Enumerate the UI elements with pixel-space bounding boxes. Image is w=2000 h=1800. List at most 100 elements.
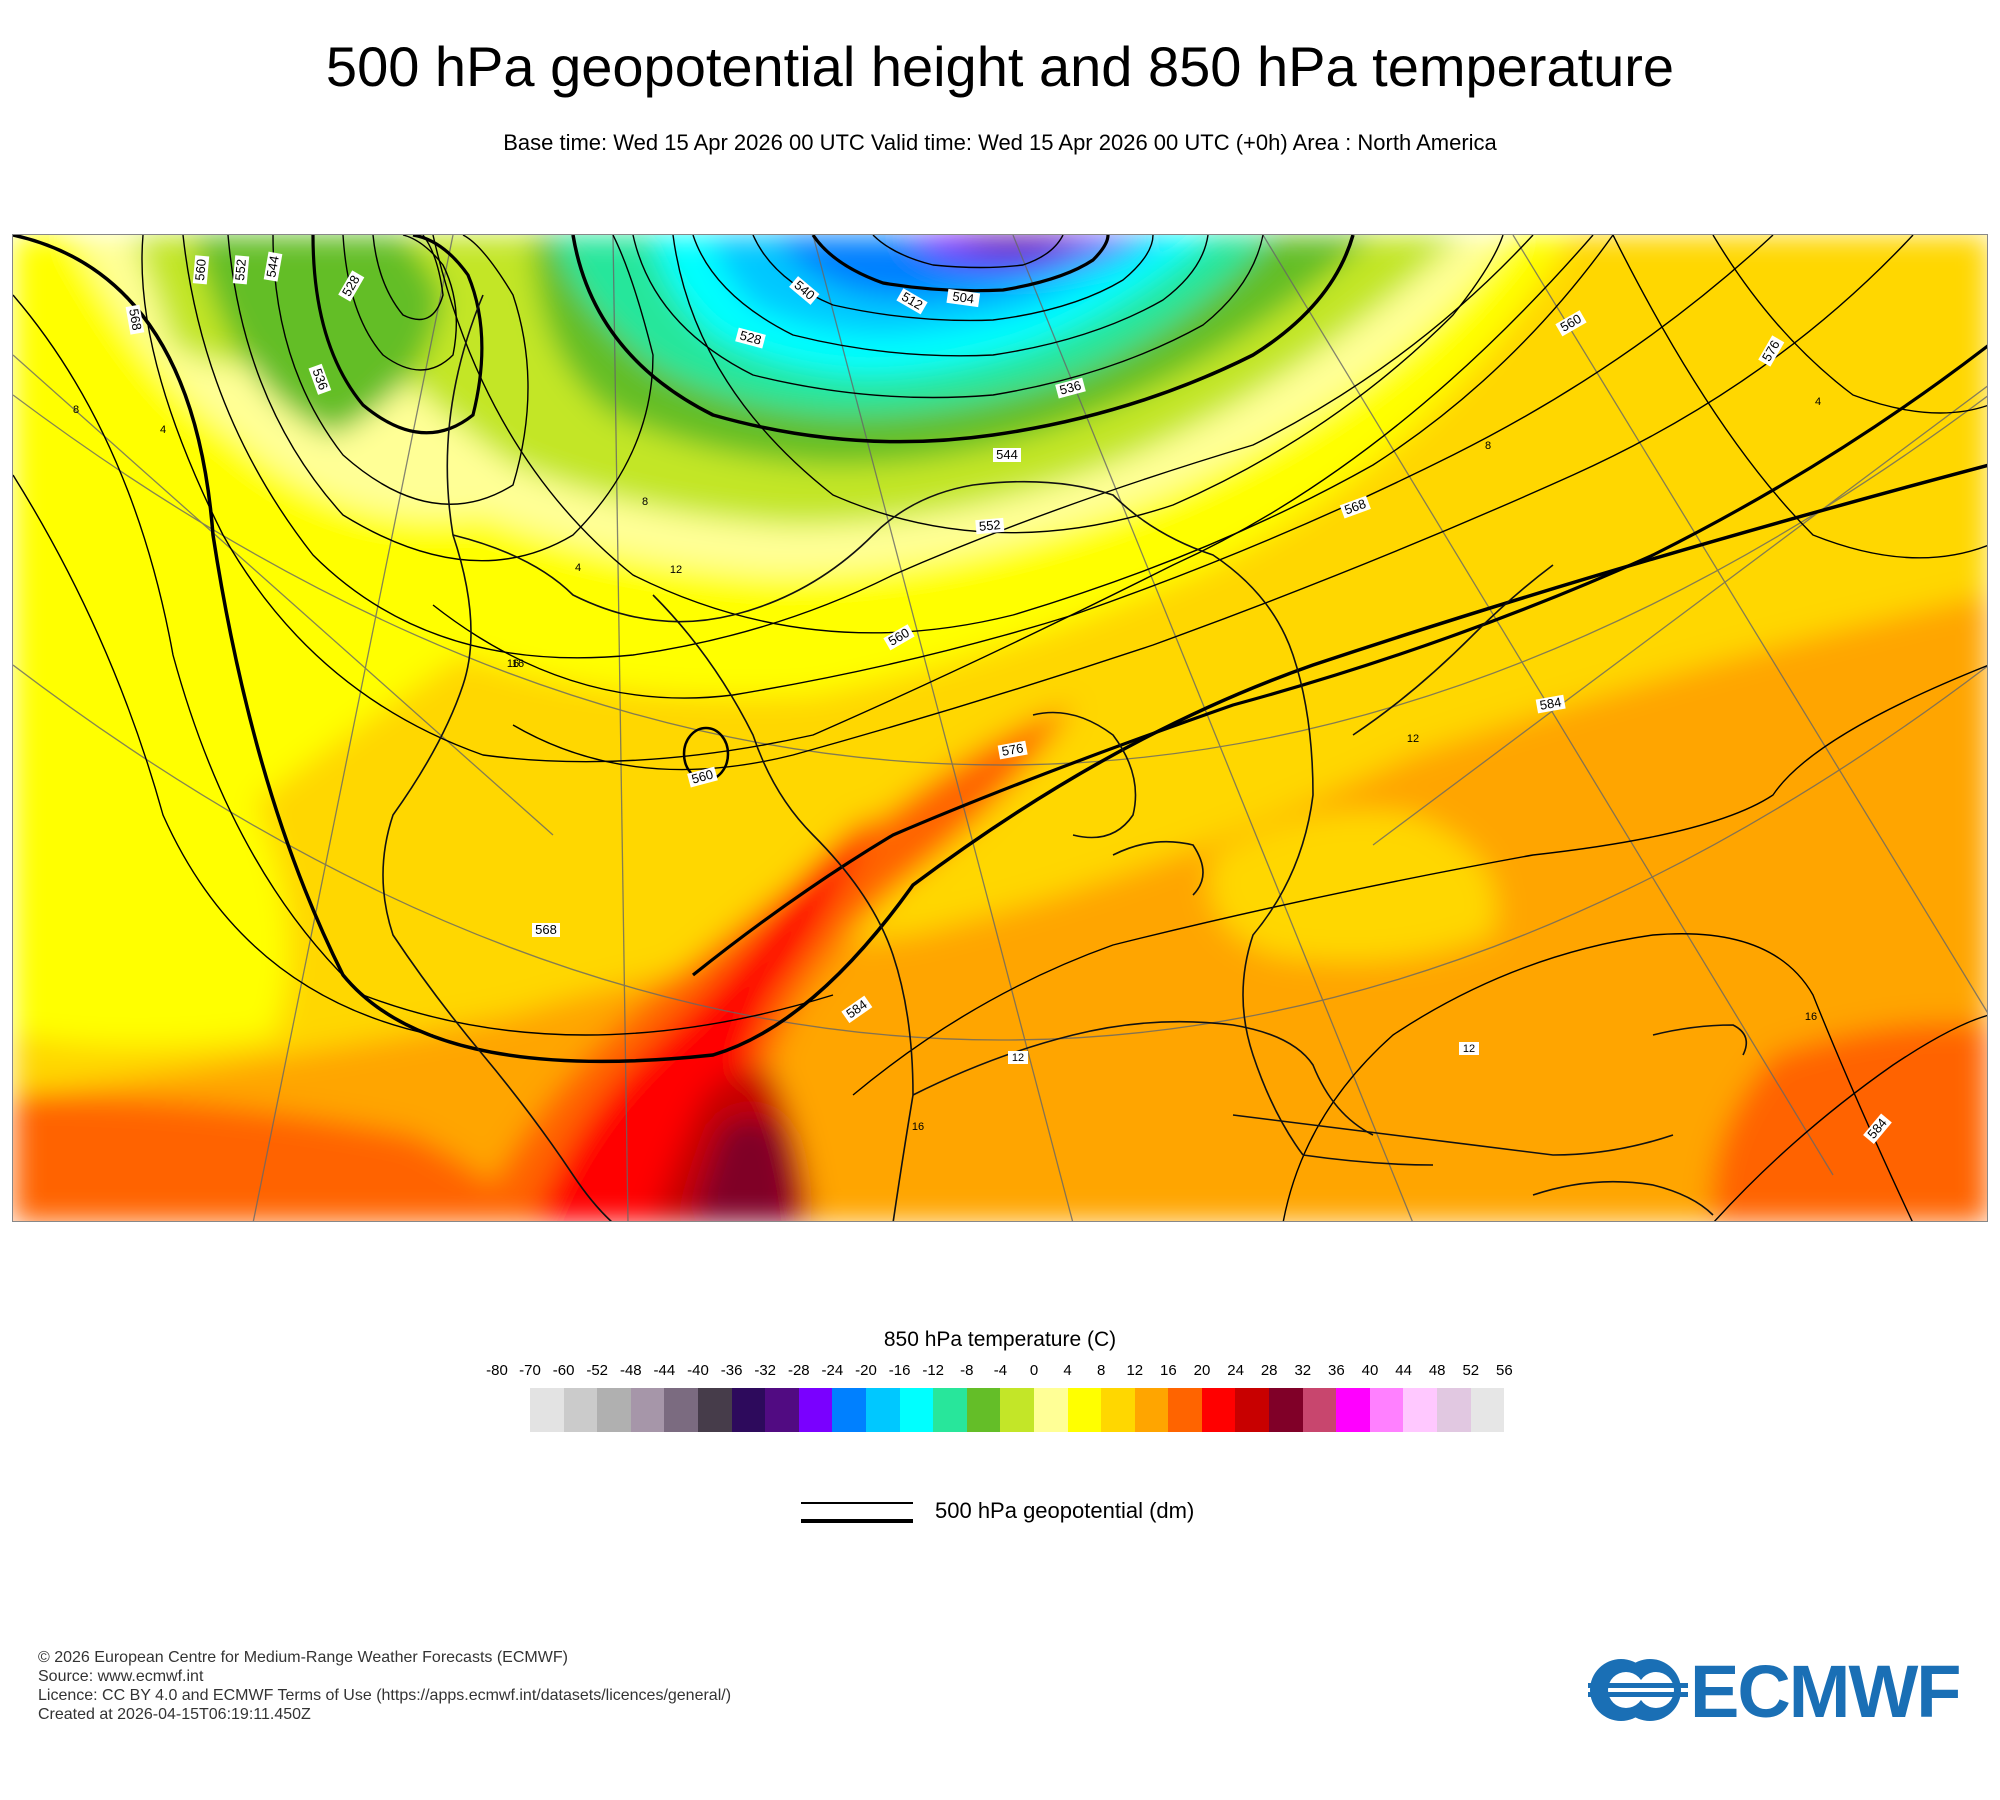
created-line: Created at 2026-04-15T06:19:11.450Z <box>38 1706 311 1723</box>
colorbar-swatch <box>1437 1388 1471 1432</box>
colorbar-tick-label: -24 <box>821 1362 844 1379</box>
footer: © 2026 European Centre for Medium-Range … <box>38 1648 731 1724</box>
coastlines <box>382 294 1748 1221</box>
colorbar-tick-label: 20 <box>1193 1362 1211 1379</box>
source-line: Source: www.ecmwf.int <box>38 1668 204 1685</box>
svg-text:536: 536 <box>310 366 332 392</box>
svg-text:4: 4 <box>575 562 581 574</box>
colorbar-tick-label: -20 <box>855 1362 877 1379</box>
colorbar-swatch <box>1470 1388 1505 1432</box>
colorbar-swatch <box>966 1388 1001 1432</box>
colorbar-tick-label: 12 <box>1126 1362 1144 1379</box>
svg-text:568: 568 <box>1342 496 1368 518</box>
contour-label: 568 <box>125 304 145 335</box>
colorbar-swatch <box>1302 1388 1337 1432</box>
temp-label: 12 <box>670 564 682 576</box>
contour-label: 536 <box>308 363 332 395</box>
colorbar <box>530 1388 1505 1432</box>
colorbar-swatch <box>664 1388 698 1432</box>
colorbar-tick-label: 0 <box>1029 1362 1039 1379</box>
colorbar-tick-label: -70 <box>519 1362 541 1379</box>
colorbar-tick-label: -4 <box>993 1362 1008 1379</box>
svg-text:16: 16 <box>1805 1011 1817 1023</box>
colorbar-swatch <box>597 1388 631 1432</box>
colorbar-swatch <box>1403 1388 1438 1432</box>
svg-text:576: 576 <box>1001 740 1025 759</box>
colorbar-swatch <box>1101 1388 1135 1432</box>
contour-label: 536 <box>1055 378 1086 399</box>
contour-labels: 568 560 552 544 528 536 540 512 504 528 … <box>125 251 1892 1144</box>
svg-text:16: 16 <box>912 1121 924 1133</box>
svg-text:544: 544 <box>996 447 1018 462</box>
colorbar-swatch <box>630 1388 665 1432</box>
temp-label: 16 <box>512 658 524 670</box>
contour-label: 504 <box>946 289 981 308</box>
svg-text:12: 12 <box>670 564 682 576</box>
temp-label: 8 <box>642 496 648 508</box>
contour-label: 552 <box>975 517 1005 535</box>
svg-text:528: 528 <box>738 328 763 348</box>
colorbar-tick-label: 4 <box>1063 1362 1072 1379</box>
svg-text:12: 12 <box>1463 1043 1475 1055</box>
colorbar-swatch <box>1168 1388 1202 1432</box>
svg-text:4: 4 <box>160 424 166 436</box>
temperature-field <box>13 235 1987 1221</box>
colorbar-tick-label: 48 <box>1428 1362 1446 1379</box>
legend-label: 500 hPa geopotential (dm) <box>935 1498 1195 1523</box>
colorbar-swatch <box>1033 1388 1068 1432</box>
colorbar-tick-label: -16 <box>888 1362 911 1379</box>
colorbar-swatch <box>563 1388 598 1432</box>
geopotential-contours <box>13 235 1987 1221</box>
temp-label: 8 <box>1485 440 1491 452</box>
temp-label: 4 <box>575 562 581 574</box>
svg-text:568: 568 <box>535 922 557 937</box>
svg-text:552: 552 <box>232 258 249 281</box>
svg-text:504: 504 <box>952 289 976 307</box>
temp-label: 4 <box>160 424 166 436</box>
temperature-labels: 8 4 4 8 12 16 12 12 16 12 8 4 16 16 <box>73 396 1821 1133</box>
page-title: 500 hPa geopotential height and 850 hPa … <box>325 35 1675 98</box>
svg-text:16: 16 <box>512 658 524 670</box>
svg-text:560: 560 <box>690 767 715 787</box>
colorbar-swatch <box>731 1388 766 1432</box>
contour-label: 552 <box>232 255 250 285</box>
svg-text:560: 560 <box>192 258 209 281</box>
legend-line-thin <box>801 1502 913 1504</box>
temp-label: 16 <box>912 1121 924 1133</box>
colorbar-tick-label: -28 <box>787 1362 810 1379</box>
svg-text:16: 16 <box>507 658 519 670</box>
temp-label: 8 <box>73 404 79 416</box>
licence-line: Licence: CC BY 4.0 and ECMWF Terms of Us… <box>38 1687 732 1704</box>
svg-text:584: 584 <box>1539 694 1563 713</box>
colorbar-swatch <box>1336 1388 1370 1432</box>
temp-label: 16 <box>507 658 519 670</box>
colorbar-tick-label: -52 <box>586 1362 609 1379</box>
colorbar-swatch <box>1269 1388 1303 1432</box>
svg-text:12: 12 <box>1407 733 1419 745</box>
temp-label: 12 <box>1008 1051 1028 1064</box>
map-panel: 568 560 552 544 528 536 540 512 504 528 … <box>12 234 1988 1222</box>
map-svg: 568 560 552 544 528 536 540 512 504 528 … <box>13 235 1987 1221</box>
colorbar-tick-label: 24 <box>1227 1362 1244 1379</box>
colorbar-tick-label: 52 <box>1462 1362 1480 1379</box>
colorbar-tick-label: 56 <box>1496 1362 1513 1379</box>
colorbar-tick-label: -80 <box>486 1362 508 1379</box>
copyright-line: © 2026 European Centre for Medium-Range … <box>38 1649 568 1666</box>
svg-text:552: 552 <box>978 517 1001 534</box>
colorbar-tick-label: -8 <box>960 1362 974 1379</box>
colorbar-swatch <box>530 1388 564 1432</box>
colorbar-swatch <box>865 1388 900 1432</box>
colorbar-tick-label: -12 <box>922 1362 945 1379</box>
svg-text:536: 536 <box>1058 378 1083 398</box>
colorbar-tick-label: 28 <box>1260 1362 1278 1379</box>
temp-label: 12 <box>1407 733 1419 745</box>
colorbar-tick-label: 8 <box>1097 1362 1106 1379</box>
colorbar-swatch <box>1067 1388 1102 1432</box>
colorbar-tick-label: 40 <box>1361 1362 1379 1379</box>
colorbar-swatch <box>1000 1388 1034 1432</box>
svg-text:12: 12 <box>1012 1052 1024 1064</box>
colorbar-tick-label: 36 <box>1328 1362 1345 1379</box>
svg-text:8: 8 <box>642 496 648 508</box>
svg-text:544: 544 <box>263 255 282 279</box>
contour-label: 584 <box>1535 694 1566 714</box>
